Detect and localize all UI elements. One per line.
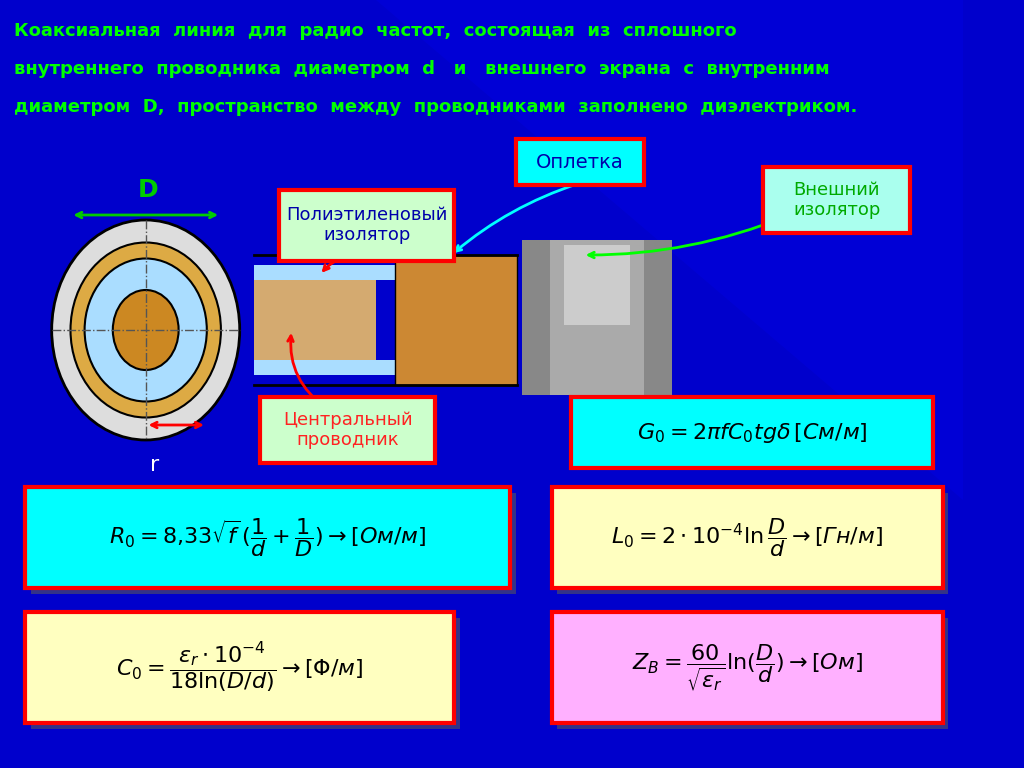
FancyBboxPatch shape: [31, 618, 460, 729]
Ellipse shape: [51, 220, 240, 440]
FancyBboxPatch shape: [254, 360, 488, 375]
Text: Центральный
проводник: Центральный проводник: [283, 411, 413, 449]
Text: $L_0 = 2\cdot10^{-4}\ln\dfrac{D}{d}\rightarrow[Гн/м]$: $L_0 = 2\cdot10^{-4}\ln\dfrac{D}{d}\righ…: [611, 516, 884, 559]
Text: r: r: [151, 455, 160, 475]
FancyBboxPatch shape: [280, 190, 454, 260]
FancyBboxPatch shape: [552, 487, 943, 588]
FancyBboxPatch shape: [570, 397, 934, 468]
FancyBboxPatch shape: [521, 240, 672, 395]
Ellipse shape: [113, 290, 178, 370]
Text: $G_0 = 2\pi f C_0 tg\delta\,[См/м]$: $G_0 = 2\pi f C_0 tg\delta\,[См/м]$: [637, 421, 867, 445]
FancyBboxPatch shape: [260, 397, 435, 463]
Polygon shape: [376, 0, 963, 500]
FancyBboxPatch shape: [521, 240, 550, 395]
FancyBboxPatch shape: [557, 618, 948, 729]
Text: Коаксиальная  линия  для  радио  частот,  состоящая  из  сплошного: Коаксиальная линия для радио частот, сос…: [14, 22, 736, 40]
FancyBboxPatch shape: [516, 139, 644, 185]
Text: Внешний
изолятор: Внешний изолятор: [793, 180, 881, 220]
FancyBboxPatch shape: [557, 493, 948, 594]
FancyBboxPatch shape: [26, 612, 454, 723]
Text: Полиэтиленовый
изолятор: Полиэтиленовый изолятор: [286, 206, 447, 244]
Ellipse shape: [85, 259, 207, 402]
FancyBboxPatch shape: [26, 487, 510, 588]
FancyBboxPatch shape: [254, 280, 376, 360]
Text: диаметром  D,  пространство  между  проводниками  заполнено  диэлектриком.: диаметром D, пространство между проводни…: [14, 98, 857, 116]
Text: внутреннего  проводника  диаметром  d   и   внешнего  экрана  с  внутренним: внутреннего проводника диаметром d и вне…: [14, 60, 829, 78]
Text: $C_0 = \dfrac{\varepsilon_r\cdot10^{-4}}{18\ln(D/d)}\rightarrow[\Phi/м]$: $C_0 = \dfrac{\varepsilon_r\cdot10^{-4}}…: [116, 640, 364, 695]
FancyBboxPatch shape: [552, 612, 943, 723]
FancyBboxPatch shape: [763, 167, 910, 233]
Text: D: D: [137, 178, 158, 202]
FancyBboxPatch shape: [395, 255, 517, 385]
FancyBboxPatch shape: [31, 493, 516, 594]
FancyBboxPatch shape: [254, 265, 488, 280]
Text: $R_0 = 8{,}33\sqrt{f}\,(\dfrac{1}{d}+\dfrac{1}{D})\rightarrow[Ом/м]$: $R_0 = 8{,}33\sqrt{f}\,(\dfrac{1}{d}+\df…: [110, 516, 427, 559]
Text: $Z_B = \dfrac{60}{\sqrt{\varepsilon_r}}\ln(\dfrac{D}{d})\rightarrow[Ом]$: $Z_B = \dfrac{60}{\sqrt{\varepsilon_r}}\…: [632, 642, 863, 693]
Text: Оплетка: Оплетка: [537, 153, 624, 171]
FancyBboxPatch shape: [564, 245, 630, 325]
Ellipse shape: [71, 243, 221, 418]
FancyBboxPatch shape: [644, 240, 672, 395]
